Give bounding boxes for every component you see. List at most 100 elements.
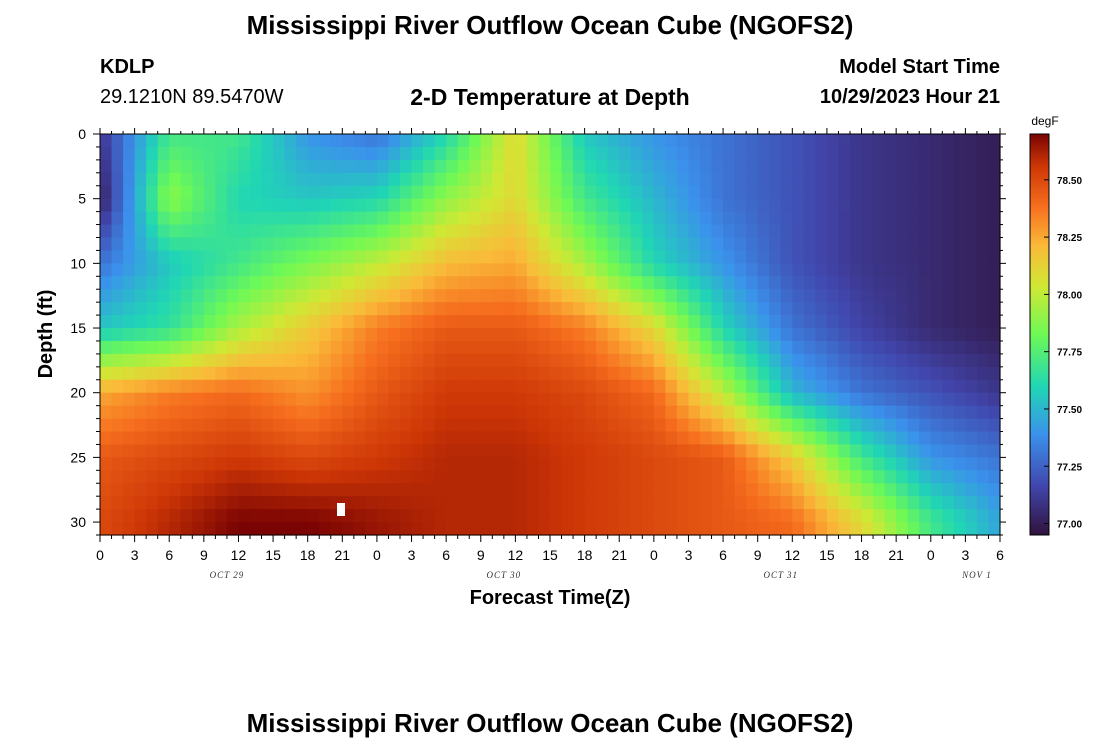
heatmap-cell — [826, 315, 840, 329]
heatmap-cell — [100, 483, 113, 497]
heatmap-cell — [965, 237, 978, 252]
heatmap-cell — [953, 470, 966, 484]
heatmap-cell — [157, 302, 170, 316]
heatmap-cell — [596, 276, 609, 290]
heatmap-cell — [111, 134, 124, 148]
heatmap-cell — [215, 315, 228, 329]
heatmap-cell — [273, 134, 286, 148]
heatmap-cell — [607, 146, 620, 161]
heatmap-cell — [400, 366, 413, 381]
heatmap-cell — [457, 211, 470, 226]
heatmap-cell — [261, 134, 274, 148]
heatmap-cell — [319, 289, 332, 303]
heatmap-cell — [596, 405, 609, 420]
heatmap-cell — [388, 483, 401, 497]
heatmap-cell — [134, 353, 147, 368]
heatmap-cell — [561, 509, 574, 523]
heatmap-cell — [273, 366, 286, 381]
heatmap-cell — [723, 315, 736, 329]
heatmap-cell — [965, 146, 978, 161]
heatmap-cell — [826, 418, 840, 433]
heatmap-cell — [307, 250, 320, 264]
heatmap-cell — [757, 211, 770, 226]
heatmap-cell — [192, 328, 205, 342]
heatmap-cell — [642, 302, 655, 316]
heatmap-cell — [169, 237, 182, 252]
heatmap-cell — [919, 276, 932, 290]
heatmap-cell — [123, 146, 136, 161]
heatmap-cell — [526, 289, 540, 303]
heatmap-cell — [446, 237, 459, 252]
heatmap-cell — [711, 405, 724, 420]
heatmap-cell — [250, 159, 263, 174]
heatmap-cell — [284, 418, 297, 433]
heatmap-cell — [734, 289, 747, 303]
heatmap-cell — [596, 483, 609, 497]
heatmap-cell — [723, 185, 736, 200]
heatmap-cell — [826, 353, 840, 368]
heatmap-cell — [226, 302, 240, 316]
heatmap-cell — [561, 263, 574, 277]
heatmap-cell — [400, 146, 413, 161]
heatmap-cell — [757, 263, 770, 277]
heatmap-cell — [838, 289, 851, 303]
heatmap-cell — [769, 211, 782, 226]
heatmap-cell — [780, 185, 793, 200]
heatmap-cell — [238, 379, 251, 394]
heatmap-cell — [930, 276, 943, 290]
heatmap-cell — [711, 172, 724, 187]
heatmap-cell — [423, 328, 436, 342]
heatmap-cell — [423, 470, 436, 484]
heatmap-cell — [365, 379, 378, 394]
heatmap-cell — [353, 509, 366, 523]
heatmap-cell — [780, 315, 793, 329]
heatmap-cell — [700, 509, 713, 523]
heatmap-cell — [596, 263, 609, 277]
heatmap-cell — [192, 224, 205, 239]
heatmap-cell — [884, 496, 897, 510]
heatmap-cell — [215, 159, 228, 174]
heatmap-cell — [192, 146, 205, 161]
heatmap-cell — [169, 146, 182, 161]
heatmap-cell — [469, 392, 482, 407]
heatmap-cell — [376, 198, 390, 213]
heatmap-cell — [123, 496, 136, 510]
heatmap-cell — [676, 522, 690, 536]
heatmap-cell — [100, 379, 113, 394]
heatmap-cell — [907, 289, 920, 303]
heatmap-cell — [123, 431, 136, 446]
heatmap-cell — [296, 263, 309, 277]
heatmap-cell — [584, 315, 597, 329]
heatmap-cell — [423, 134, 436, 148]
heatmap-cell — [146, 211, 159, 226]
heatmap-cell — [965, 444, 978, 458]
heatmap-cell — [930, 302, 943, 316]
heatmap-cell — [203, 509, 216, 523]
heatmap-cell — [769, 366, 782, 381]
heatmap-cell — [930, 496, 943, 510]
heatmap-cell — [653, 496, 666, 510]
heatmap-cell — [111, 392, 124, 407]
x-tick-label: 3 — [131, 547, 139, 563]
heatmap-cell — [388, 134, 401, 148]
heatmap-cell — [919, 134, 932, 148]
heatmap-cell — [526, 315, 540, 329]
heatmap-cell — [757, 366, 770, 381]
heatmap-cell — [376, 405, 390, 420]
heatmap-cell — [492, 250, 505, 264]
heatmap-cell — [123, 353, 136, 368]
heatmap-cell — [388, 250, 401, 264]
heatmap-cell — [792, 198, 805, 213]
heatmap-cell — [676, 496, 690, 510]
heatmap-cell — [884, 146, 897, 161]
heatmap-cell — [157, 431, 170, 446]
heatmap-cell — [630, 289, 643, 303]
heatmap-cell — [376, 353, 390, 368]
heatmap-cell — [515, 379, 528, 394]
heatmap-cell — [665, 198, 678, 213]
heatmap-cell — [157, 366, 170, 381]
heatmap-cell — [146, 392, 159, 407]
heatmap-cell — [607, 198, 620, 213]
heatmap-cell — [100, 392, 113, 407]
heatmap-cell — [953, 366, 966, 381]
